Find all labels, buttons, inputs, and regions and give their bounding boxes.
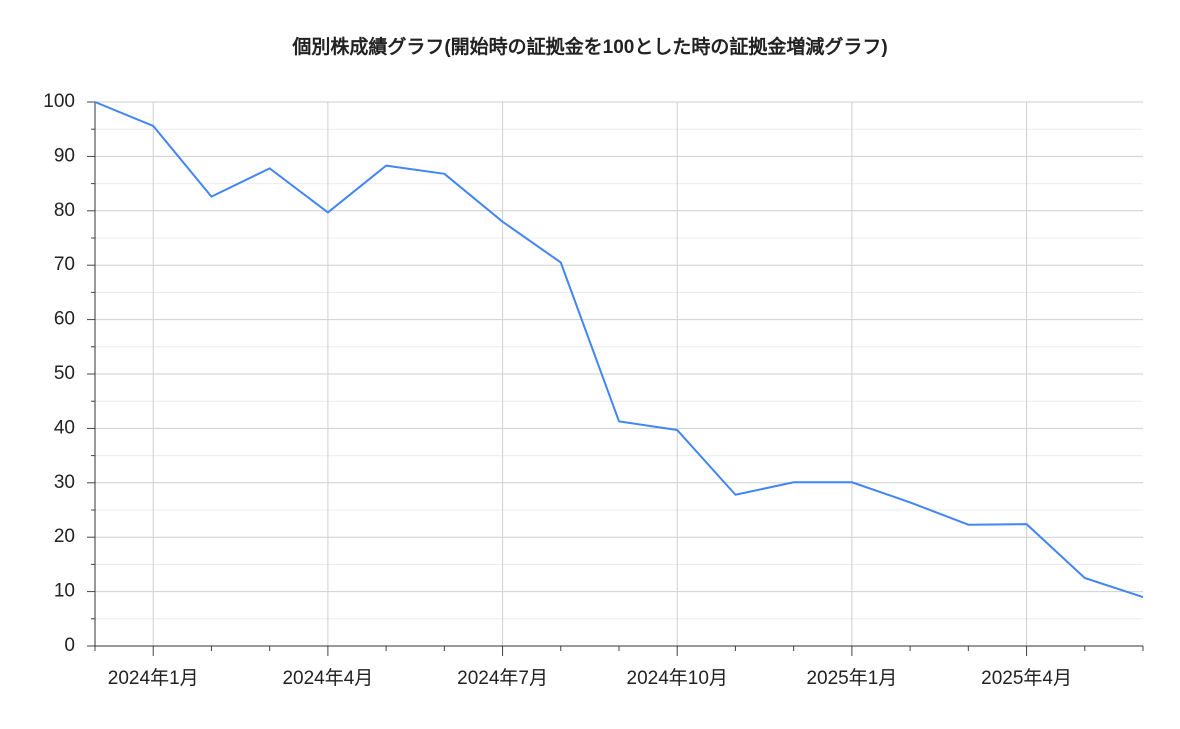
y-tick-label: 80	[54, 200, 75, 221]
x-tick-label: 2025年1月	[806, 667, 897, 689]
data-line	[94, 101, 1144, 598]
y-tick-label: 10	[54, 581, 75, 602]
y-tick-label: 90	[54, 145, 75, 166]
x-tick-label: 2024年1月	[108, 667, 199, 689]
y-tick-label: 30	[54, 472, 75, 493]
y-tick-label: 50	[54, 363, 75, 384]
x-tick-label: 2024年7月	[457, 667, 548, 689]
x-tick-label: 2025年4月	[981, 667, 1072, 689]
y-tick-label: 40	[54, 417, 75, 438]
x-tick-label: 2024年4月	[282, 667, 373, 689]
y-tick-label: 60	[54, 309, 75, 330]
y-tick-label: 100	[43, 91, 75, 112]
y-tick-label: 0	[64, 635, 75, 656]
chart-title: 個別株成績グラフ(開始時の証拠金を100とした時の証拠金増減グラフ)	[291, 35, 887, 58]
x-tick-label: 2024年10月	[627, 667, 728, 689]
y-tick-label: 20	[54, 526, 75, 547]
y-tick-label: 70	[54, 254, 75, 275]
